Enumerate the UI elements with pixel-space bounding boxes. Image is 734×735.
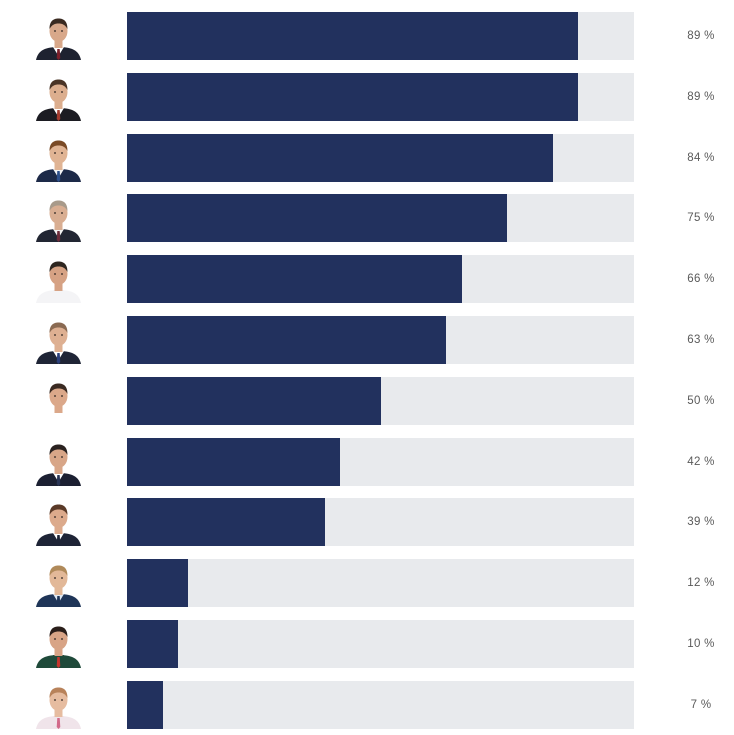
- bar: [127, 316, 447, 364]
- portrait-icon: [36, 261, 81, 304]
- portrait-icon: [36, 504, 81, 547]
- bar-track: [127, 194, 634, 243]
- value-label: 66 %: [687, 273, 715, 286]
- avatar: [34, 620, 83, 668]
- chart-row: 10 %: [0, 620, 734, 668]
- avatar: [34, 316, 83, 364]
- value-label: 50 %: [687, 394, 715, 407]
- bar-track: [127, 620, 634, 668]
- chart-row: 12 %: [0, 559, 734, 608]
- portrait-icon: [36, 444, 81, 486]
- bar-track: [127, 255, 634, 304]
- bar: [127, 133, 553, 182]
- value-label: 12 %: [687, 577, 715, 590]
- value-label: 63 %: [687, 334, 715, 346]
- bar-track: [127, 72, 634, 121]
- bar-track: [127, 559, 634, 608]
- bar: [127, 12, 579, 60]
- chart-row: 50 %: [0, 376, 734, 425]
- value-label: 89 %: [687, 90, 715, 103]
- bar: [127, 194, 508, 243]
- avatar: [34, 12, 83, 60]
- portrait-icon: [36, 322, 81, 364]
- avatar: [34, 498, 83, 547]
- chart-row: 42 %: [0, 437, 734, 486]
- value-label: 75 %: [687, 212, 715, 225]
- avatar: [34, 681, 83, 729]
- portrait-icon: [36, 140, 81, 182]
- avatar: [34, 559, 83, 608]
- chart-row: 7 %: [0, 680, 734, 729]
- bar: [127, 559, 188, 608]
- bar: [127, 376, 381, 425]
- chart-row: 39 %: [0, 498, 734, 547]
- bar: [127, 437, 340, 486]
- avatar: [34, 377, 83, 425]
- avatar: [34, 438, 83, 486]
- bar-track: [127, 316, 634, 364]
- portrait-icon: [36, 687, 81, 729]
- portrait-icon: [36, 18, 81, 60]
- bar: [127, 255, 462, 304]
- portrait-icon: [36, 565, 81, 608]
- bar-track: [127, 680, 634, 729]
- chart-row: 66 %: [0, 255, 734, 304]
- bar-track: [127, 376, 634, 425]
- value-label: 7 %: [690, 698, 712, 711]
- value-label: 89 %: [687, 30, 715, 42]
- bar-track: [127, 498, 634, 547]
- chart-row: 63 %: [0, 316, 734, 364]
- bar-track: [127, 12, 634, 60]
- value-label: 39 %: [687, 516, 715, 529]
- bar-track: [127, 437, 634, 486]
- portrait-icon: [36, 626, 81, 668]
- value-label: 84 %: [687, 151, 715, 164]
- bar: [127, 620, 178, 668]
- avatar: [34, 194, 83, 243]
- bar: [127, 680, 163, 729]
- portrait-icon: [36, 79, 81, 121]
- portrait-icon: [36, 383, 81, 425]
- chart-row: 89 %: [0, 12, 734, 60]
- chart-row: 89 %: [0, 72, 734, 121]
- bar: [127, 498, 325, 547]
- value-label: 42 %: [687, 455, 715, 468]
- avatar: [34, 73, 83, 121]
- chart-row: 84 %: [0, 133, 734, 182]
- bar-track: [127, 133, 634, 182]
- value-label: 10 %: [687, 638, 715, 650]
- avatar: [34, 134, 83, 182]
- bar: [127, 72, 579, 121]
- portrait-icon: [36, 200, 81, 243]
- chart-row: 75 %: [0, 194, 734, 243]
- avatar: [34, 255, 83, 304]
